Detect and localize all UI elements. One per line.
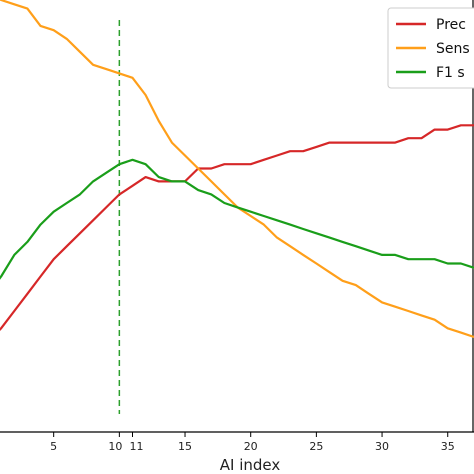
- x-axis-label: AI index: [220, 456, 281, 474]
- x-ticks: 5 10 11 15 20 25 30 35: [50, 432, 455, 453]
- legend: Prec Sens F1 s: [387, 7, 474, 89]
- series-line-3: [0, 158, 474, 280]
- legend-label: Sens: [436, 41, 470, 57]
- x-tick-label: 10: [108, 440, 122, 453]
- x-tick-label: 15: [178, 440, 192, 453]
- x-tick-label: 30: [375, 440, 389, 453]
- x-tick-label: 11: [129, 440, 143, 453]
- x-tick-label: 5: [50, 440, 57, 453]
- series-layer: [0, 0, 474, 339]
- x-tick-label: 20: [244, 440, 258, 453]
- legend-label: Prec: [436, 17, 466, 33]
- legend-label: F1 s: [436, 65, 465, 81]
- x-tick-label: 25: [309, 440, 323, 453]
- series-line-1: [0, 124, 474, 331]
- x-tick-label: 35: [441, 440, 455, 453]
- legend-box: [387, 7, 474, 89]
- series-line-2: [0, 0, 474, 339]
